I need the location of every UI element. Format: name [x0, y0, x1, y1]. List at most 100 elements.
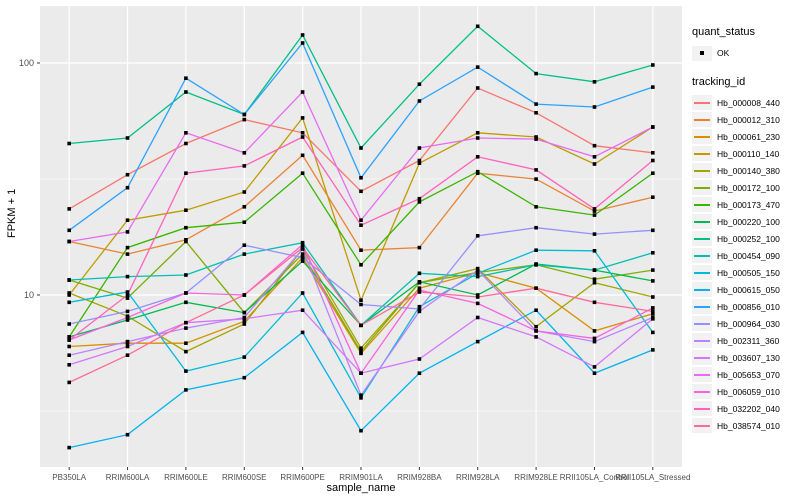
legend-item: Hb_005653_070 [692, 366, 800, 383]
data-point [300, 131, 305, 135]
legend-key [692, 231, 712, 246]
legend-key [692, 248, 712, 263]
legend-item-label: Hb_000615_050 [717, 284, 780, 295]
data-point [417, 196, 422, 201]
legend-key-line [694, 135, 710, 138]
data-point [417, 200, 422, 204]
legend-item-label: Hb_000012_310 [717, 114, 780, 125]
data-point [300, 252, 305, 256]
legend-key-line [694, 220, 710, 223]
data-point [359, 393, 363, 397]
data-point [592, 300, 597, 305]
legend-key [692, 265, 712, 280]
data-point [651, 309, 655, 314]
x-tick-label: RRIM928LE [514, 473, 558, 482]
data-point [359, 302, 363, 307]
legend-key-line [694, 407, 710, 410]
data-point [67, 322, 71, 326]
data-point [125, 353, 130, 357]
legend-item-label: Hb_000110_140 [717, 148, 780, 159]
data-point [359, 428, 363, 433]
legend-key-line [694, 254, 710, 257]
legend-key [692, 316, 712, 331]
data-point [534, 137, 538, 141]
data-point [592, 80, 597, 84]
data-point [300, 171, 305, 175]
data-point [475, 24, 480, 29]
data-point [417, 307, 422, 311]
data-point [67, 338, 71, 342]
legend-item: Hb_000964_030 [692, 315, 800, 332]
data-point [359, 396, 363, 400]
data-point [475, 315, 480, 320]
legend-key-line [694, 322, 710, 325]
data-point [534, 168, 538, 172]
data-point [534, 335, 538, 339]
legend-item-label: Hb_000172_100 [717, 182, 780, 193]
data-point [592, 155, 597, 159]
data-point [125, 172, 130, 177]
data-point [651, 171, 655, 175]
data-point [592, 143, 597, 148]
legend-key [692, 333, 712, 348]
data-point [184, 225, 188, 230]
data-point [475, 274, 480, 279]
legend-item-label: Hb_000140_380 [717, 165, 780, 176]
data-point [125, 309, 130, 314]
data-point [184, 300, 188, 305]
data-point [125, 136, 130, 140]
data-point [242, 317, 247, 321]
data-point [184, 90, 188, 94]
data-point [592, 105, 597, 109]
x-tick-label: PB350LA [52, 473, 86, 482]
data-point [534, 135, 538, 139]
data-point [67, 278, 71, 282]
data-point [534, 205, 538, 209]
legend: quant_status OK tracking_id Hb_000008_44… [692, 26, 800, 448]
data-point [592, 365, 597, 369]
legend-key-line [694, 288, 710, 291]
data-point [67, 293, 71, 297]
data-point [534, 308, 538, 312]
data-point [417, 286, 422, 290]
legend-key [692, 180, 712, 195]
legend-item: Hb_000252_100 [692, 230, 800, 247]
data-point [300, 153, 305, 158]
data-point [651, 228, 655, 233]
legend-item-label: Hb_000505_150 [717, 267, 780, 278]
legend-key-line [694, 186, 710, 189]
legend-key [692, 350, 712, 365]
legend-item-ok: OK [692, 44, 800, 62]
legend-title-quant-status: quant_status [692, 26, 755, 38]
legend-item: Hb_000856_010 [692, 298, 800, 315]
x-tick-label: RRIM928BA [397, 473, 442, 482]
data-point [242, 319, 247, 324]
data-point [651, 151, 655, 155]
data-point [242, 151, 247, 155]
data-point [592, 277, 597, 281]
data-point [592, 339, 597, 344]
data-point [592, 268, 597, 272]
data-point [300, 242, 305, 247]
data-point [417, 309, 422, 314]
data-point [300, 259, 305, 263]
legend-tracking-id: tracking_id Hb_000008_440 Hb_000012_310 Hb… [692, 76, 800, 434]
legend-item-label: Hb_002311_360 [717, 335, 780, 346]
data-point [475, 295, 480, 299]
x-tick-label: RRIM600PE [280, 473, 324, 482]
data-point [184, 326, 188, 330]
data-point [125, 315, 130, 320]
data-point [475, 301, 480, 306]
data-point [242, 322, 247, 326]
legend-item-label: Hb_000008_440 [717, 97, 780, 108]
data-point [359, 223, 363, 227]
data-point [242, 243, 247, 247]
data-point [67, 228, 71, 233]
legend-key-line [694, 390, 710, 393]
data-point [125, 185, 130, 190]
data-point [242, 112, 247, 117]
legend-item-label: Hb_005653_070 [717, 369, 780, 380]
data-point [125, 318, 130, 322]
data-point [67, 344, 71, 349]
x-tick-label: RRIM928LA [456, 473, 500, 482]
